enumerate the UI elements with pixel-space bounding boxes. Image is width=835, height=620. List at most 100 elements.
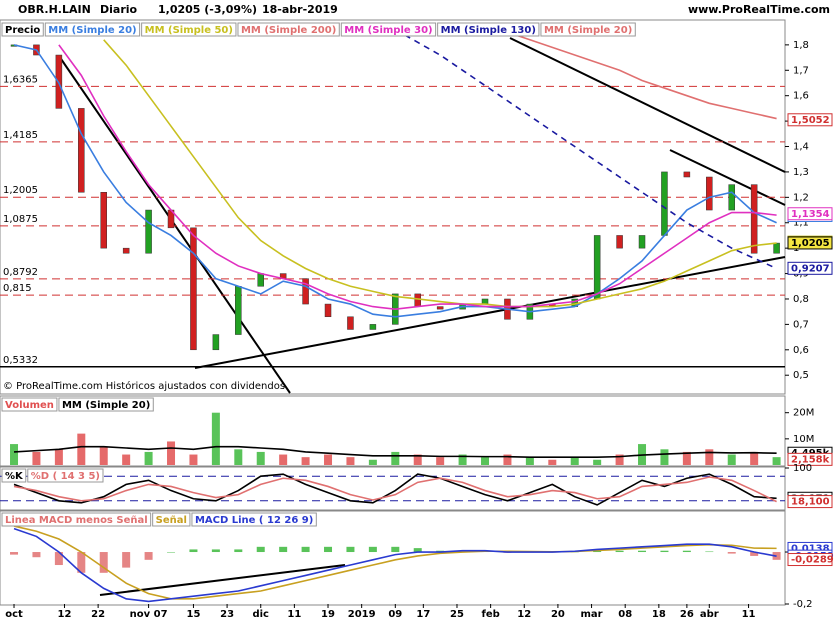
candle [235,286,242,335]
histogram-bar [167,552,176,553]
histogram-bar [593,550,602,553]
date: 18-abr-2019 [262,3,338,16]
histogram-bar [211,549,220,553]
value-marker [787,236,833,250]
x-tick-label: 22 [91,609,105,620]
histogram-bar [615,550,624,553]
volume-panel [0,395,786,467]
candle [78,108,85,193]
level-label: 0,815 [3,283,32,294]
volume-bar [324,454,333,465]
legend-box [27,468,104,483]
legend-box [141,22,237,37]
volume-bar [436,457,445,465]
candle [302,278,309,305]
x-tick-label: 11 [287,609,301,620]
candle [414,293,421,307]
y-tick-label: 0,7 [793,319,809,330]
histogram-bar [727,552,736,554]
legend-box [1,397,58,412]
legend-entry: Precio [5,25,40,36]
histogram-bar [256,546,265,553]
x-tick-label: 19 [321,609,335,620]
value-marker-label: 18,100 [791,497,830,508]
candle [145,209,152,254]
trendline [669,149,786,206]
series-line [13,525,777,600]
x-tick-label: 12 [517,609,531,620]
candle [773,242,780,254]
series-line [13,44,777,318]
value-marker-label: 1,0205 [791,238,830,249]
histogram-bar [705,551,714,553]
y-tick-label: 1,4 [793,142,809,153]
value-marker [787,452,833,466]
volume-bar [503,454,512,465]
volume-bar [391,451,400,465]
series-line [13,473,777,506]
value-marker [787,113,833,127]
series-line [103,39,777,308]
legend-box [340,22,437,37]
note: © ProRealTime.com Históricos ajustados c… [3,380,285,392]
legend-entry: Linea MACD menos Señal [5,515,148,526]
legend-entry: MM (Simple 200) [241,25,336,36]
candle [122,247,130,254]
value-marker [787,553,833,567]
value-marker-label: 0,9207 [791,263,830,274]
candle [212,334,220,351]
histogram-bar [391,546,400,553]
legend-box [191,512,317,527]
x-tick-label: 17 [416,609,430,620]
x-tick-label: dic [252,609,269,620]
legend-entry: %K [5,471,24,482]
volume-bar [301,457,310,465]
y-tick-label: 1,1 [793,218,809,229]
volume-bar [122,454,131,465]
series-line [507,31,777,120]
histogram-bar [99,552,108,573]
x-tick-label: 18 [652,609,666,620]
candle [616,235,623,249]
x-tick-label: feb [481,609,499,620]
series-line [58,44,777,310]
y-tick-label: 10M [793,434,814,445]
histogram-bar [32,552,41,558]
volume-bar [593,459,602,465]
candle [324,303,332,318]
volume-bar [682,451,691,465]
level-label: 0,5332 [3,355,38,366]
x-tick-label: 25 [450,609,464,620]
legend-box [437,22,540,37]
legend-entry: %D ( 14 3 5) [31,471,100,482]
volume-bar [368,459,377,465]
histogram-bar [682,550,691,553]
volume-bar [481,457,490,465]
x-tick-label: 2019 [348,609,376,620]
x-tick-label: 26 [680,609,694,620]
value-marker-label: 0,0138 [791,543,830,554]
legend-box [1,512,152,527]
level-label: 0,8792 [3,267,38,278]
candle [683,171,691,178]
candle [347,316,354,330]
volume-bar [32,451,41,465]
histogram-bar [189,549,198,553]
candle [638,235,646,249]
macd-panel [0,510,786,606]
volume-bar [99,446,108,465]
histogram-bar [346,546,355,553]
x-tick-label: nov 07 [130,609,168,620]
y-tick-label: 100 [793,463,812,474]
volume-bar [10,444,19,465]
volume-bar [189,454,198,465]
y-tick-label: 0,8 [793,294,809,305]
histogram-bar [750,552,759,556]
level-label: 1,6365 [3,74,38,85]
period: Diario [100,3,138,16]
y-tick-label: 0,6 [793,345,809,356]
value-marker [787,495,833,509]
histogram-bar [413,548,422,553]
candle [661,171,668,236]
